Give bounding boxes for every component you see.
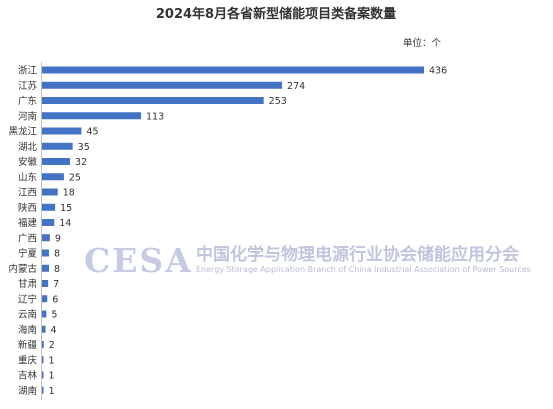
category-label: 福建 <box>18 217 38 229</box>
category-label: 安徽 <box>18 156 38 168</box>
bar-10 <box>42 203 56 211</box>
watermark-text-en: Energy Storage Application Branch of Chi… <box>196 265 531 274</box>
category-label: 新疆 <box>18 339 38 351</box>
value-label: 1 <box>49 386 55 397</box>
bars-group <box>42 66 424 394</box>
category-label: 黑龙江 <box>8 126 37 138</box>
category-label: 吉林 <box>18 370 38 382</box>
value-label: 45 <box>86 127 98 138</box>
value-label: 436 <box>429 66 447 77</box>
category-label: 湖北 <box>18 142 38 153</box>
bar-19 <box>42 341 44 348</box>
category-label: 海南 <box>18 324 37 336</box>
bar-9 <box>42 188 58 196</box>
watermark-text-cn: 中国化学与物理电源行业协会储能应用分会 <box>196 244 519 265</box>
bar-2 <box>42 81 283 89</box>
bar-16 <box>42 295 48 303</box>
bar-6 <box>42 142 73 150</box>
category-label: 辽宁 <box>18 293 37 305</box>
value-label: 4 <box>51 325 57 336</box>
category-label: 云南 <box>18 309 37 321</box>
bar-22 <box>42 386 44 394</box>
bar-7 <box>42 158 71 165</box>
category-label: 山东 <box>18 171 37 183</box>
watermark-logo: CESA <box>84 241 193 280</box>
value-label: 8 <box>54 249 60 260</box>
bar-15 <box>42 280 49 287</box>
bar-5 <box>42 127 82 135</box>
category-label: 广东 <box>18 95 37 107</box>
bar-1 <box>42 66 424 74</box>
bar-14 <box>42 264 50 272</box>
category-label: 重庆 <box>18 354 38 366</box>
category-label: 湖南 <box>18 385 37 397</box>
value-label: 15 <box>60 203 72 214</box>
value-label: 6 <box>52 294 58 305</box>
category-label: 陕西 <box>18 202 37 214</box>
value-label: 25 <box>69 172 81 183</box>
category-label: 广西 <box>18 232 37 244</box>
value-label: 7 <box>53 279 59 290</box>
chart-title: 2024年8月各省新型储能项目类备案数量 <box>156 6 396 22</box>
value-label: 253 <box>269 96 287 107</box>
value-label: 2 <box>49 340 55 351</box>
value-label: 8 <box>54 264 60 275</box>
category-labels-group: 浙江江苏广东河南黑龙江湖北安徽山东江西陕西福建广西宁夏内蒙古甘肃辽宁云南海南新疆… <box>8 65 37 397</box>
category-label: 江西 <box>18 188 37 199</box>
value-label: 274 <box>287 81 305 92</box>
value-label: 9 <box>55 233 61 244</box>
bar-18 <box>42 325 46 333</box>
category-label: 河南 <box>18 110 37 122</box>
category-label: 浙江 <box>18 65 38 77</box>
value-label: 1 <box>49 371 55 382</box>
value-label: 1 <box>49 355 55 366</box>
bar-4 <box>42 112 141 120</box>
value-label: 32 <box>75 157 87 168</box>
bar-17 <box>42 310 47 318</box>
bar-13 <box>42 249 50 257</box>
value-label: 113 <box>146 111 164 122</box>
value-label: 35 <box>78 142 90 153</box>
value-label: 18 <box>63 188 75 199</box>
bar-20 <box>42 356 44 364</box>
unit-label: 单位：个 <box>403 37 442 49</box>
category-label: 江苏 <box>18 80 38 92</box>
bar-21 <box>42 371 44 379</box>
category-label: 甘肃 <box>18 278 37 290</box>
value-label: 5 <box>51 310 57 321</box>
category-label: 宁夏 <box>18 248 38 260</box>
watermark: CESA 中国化学与物理电源行业协会储能应用分会 Energy Storage … <box>84 241 531 280</box>
value-label: 14 <box>59 218 71 229</box>
category-label: 内蒙古 <box>8 263 37 275</box>
bar-3 <box>42 97 264 104</box>
bar-8 <box>42 173 64 181</box>
bar-11 <box>42 219 55 226</box>
bar-12 <box>42 234 50 242</box>
